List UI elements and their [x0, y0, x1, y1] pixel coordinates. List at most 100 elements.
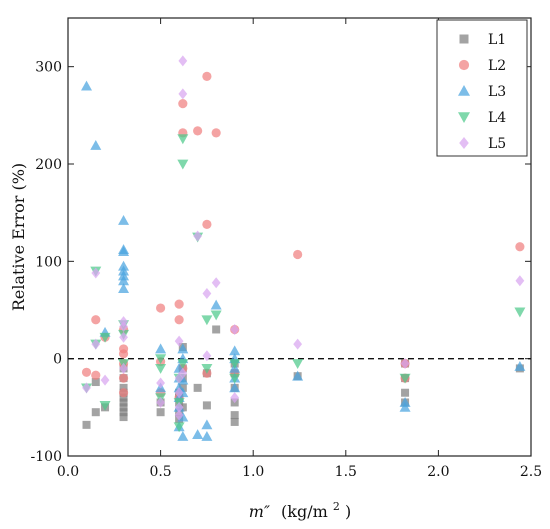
- legend: L1 L2 L3 L4 L5: [436, 19, 528, 157]
- data-point-l5: [156, 396, 165, 408]
- data-point-l2: [178, 99, 188, 109]
- data-point-l5: [174, 409, 184, 421]
- data-point-l3: [155, 343, 167, 354]
- data-point-l5: [178, 55, 188, 67]
- data-point-l1: [119, 413, 128, 422]
- data-point-l4: [177, 134, 189, 145]
- data-point-l3: [514, 360, 526, 371]
- x-tick-label: 1.5: [335, 464, 357, 480]
- data-point-l5: [119, 362, 128, 374]
- data-point-l2: [202, 219, 212, 229]
- data-point-l4: [99, 332, 111, 343]
- data-point-l2: [81, 367, 92, 377]
- data-point-l1: [82, 420, 91, 429]
- data-point-l5: [119, 331, 128, 343]
- legend-marker-l2: [458, 59, 470, 71]
- data-point-l2: [91, 370, 101, 380]
- data-point-l3: [118, 283, 130, 293]
- series-l4: [81, 134, 526, 433]
- data-point-l2: [156, 303, 166, 313]
- data-point-l3: [292, 370, 304, 381]
- data-point-l3: [201, 431, 213, 441]
- data-point-l1: [156, 408, 165, 417]
- y-axis-title: Relative Error (%): [9, 163, 28, 311]
- x-axis-title-close: ): [345, 502, 351, 521]
- data-point-l5: [230, 392, 240, 404]
- data-point-l3: [177, 343, 189, 354]
- data-point-l1: [119, 408, 128, 417]
- data-point-l1: [401, 388, 410, 397]
- data-point-l4: [177, 359, 189, 370]
- data-point-l5: [202, 287, 212, 299]
- data-point-l2: [211, 128, 221, 138]
- data-point-l4: [201, 364, 213, 374]
- x-axis-title-superscript: 2: [333, 500, 340, 513]
- data-point-l1: [119, 393, 128, 402]
- data-point-l4: [292, 359, 304, 370]
- axes-group: 0.0 0.5 1.0 1.5 2.0 2.5 -100 0 100 200 300: [31, 18, 542, 480]
- x-tick-label: 2.0: [427, 464, 449, 480]
- data-point-l4: [229, 373, 241, 384]
- data-point-l5: [100, 374, 110, 386]
- data-point-l1: [119, 383, 128, 392]
- data-point-l5: [193, 230, 203, 242]
- data-point-l5: [178, 88, 188, 100]
- legend-marker-l3: [458, 85, 470, 96]
- data-point-l5: [156, 377, 165, 389]
- y-tick-label: 300: [35, 60, 62, 76]
- plot-frame: [67, 17, 532, 457]
- data-point-l2: [118, 388, 129, 398]
- data-point-l5: [119, 321, 128, 333]
- legend-label-l4: L4: [488, 110, 506, 126]
- legend-frame: [436, 19, 528, 157]
- data-point-l1: [202, 401, 211, 410]
- data-point-l4: [155, 364, 167, 374]
- data-point-l2: [293, 249, 303, 260]
- y-tick-label: 200: [35, 157, 62, 173]
- data-point-l5: [178, 367, 188, 379]
- data-point-l5: [174, 335, 184, 347]
- data-point-l5: [174, 401, 184, 413]
- x-axis-title-symbol: m″: [249, 502, 270, 521]
- data-point-l5: [515, 275, 525, 287]
- x-tick-label: 0.5: [149, 464, 171, 480]
- data-point-l5: [202, 350, 212, 362]
- data-point-l4: [210, 310, 222, 321]
- legend-label-l2: L2: [488, 58, 506, 74]
- data-point-l3: [81, 80, 93, 91]
- data-point-l4: [177, 159, 189, 170]
- data-point-l2: [193, 126, 203, 136]
- data-point-l3: [177, 431, 189, 441]
- data-point-l4: [399, 373, 411, 384]
- data-point-l4: [99, 400, 111, 411]
- data-point-l5: [174, 387, 184, 399]
- legend-marker-l1: [459, 34, 469, 44]
- data-point-l3: [210, 299, 222, 310]
- data-point-l1: [91, 408, 100, 417]
- data-point-l2: [91, 315, 101, 325]
- data-point-l3: [229, 345, 241, 356]
- data-point-l5: [230, 323, 240, 335]
- data-point-l2: [515, 242, 525, 252]
- data-point-l3: [118, 214, 130, 225]
- y-tick-label: 0: [53, 352, 62, 368]
- x-axis-title: m″ (kg/m 2 ): [249, 495, 351, 521]
- legend-marker-l5: [459, 137, 469, 149]
- data-point-l3: [201, 419, 213, 430]
- y-tick-label: 100: [35, 254, 62, 270]
- data-point-l5: [400, 358, 410, 370]
- data-point-l1: [91, 378, 100, 387]
- x-axis-title-units: (kg/m: [281, 502, 328, 521]
- data-point-l2: [174, 315, 184, 325]
- data-point-l1: [230, 411, 239, 420]
- data-point-l3: [229, 382, 241, 393]
- data-point-l5: [91, 267, 101, 279]
- x-tick-label: 2.5: [520, 464, 542, 480]
- series-l1: [82, 325, 524, 429]
- data-point-l2: [202, 71, 212, 81]
- data-point-l1: [193, 383, 202, 392]
- series-l5: [82, 55, 525, 421]
- legend-label-l5: L5: [488, 136, 506, 152]
- data-point-l3: [90, 140, 102, 150]
- data-point-l4: [173, 422, 185, 433]
